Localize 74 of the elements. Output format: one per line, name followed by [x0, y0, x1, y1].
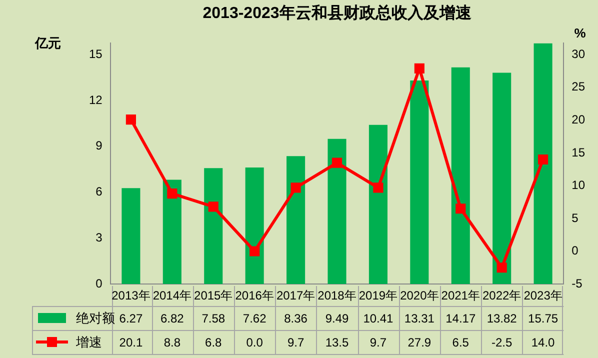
x-tick-label: 2023年 [524, 288, 562, 302]
data-label: 13.82 [486, 311, 518, 326]
y2-tick-label: 25 [572, 80, 586, 94]
point [496, 262, 507, 273]
bar [492, 72, 512, 284]
data-label: 9.49 [325, 311, 349, 326]
data-label: 6.82 [160, 311, 184, 326]
y2-tick-label: 5 [572, 210, 579, 225]
data-label: 10.41 [363, 311, 394, 326]
data-label: 9.7 [287, 335, 304, 350]
x-tick-label: 2020年 [400, 288, 439, 302]
point [456, 204, 466, 214]
point [167, 188, 178, 199]
point [414, 63, 424, 74]
data-label: 7.62 [242, 311, 267, 326]
bar [451, 67, 470, 284]
x-tick-label: 2016年 [235, 288, 274, 302]
data-label: 14.0 [531, 335, 556, 350]
y2-tick-label: 20 [572, 112, 586, 127]
y2-tick-label: -5 [572, 276, 583, 290]
y-tick-label: 6 [96, 184, 103, 199]
chart-title: 2013-2023年云和县财政总收入及增速 [202, 4, 472, 22]
bar [368, 124, 388, 284]
data-label: 0.0 [246, 335, 264, 350]
bar [328, 138, 346, 284]
data-label: 13.31 [404, 311, 435, 326]
data-label: 8.36 [284, 311, 308, 326]
y2-tick-label: 30 [572, 46, 586, 61]
data-label: 13.5 [325, 335, 349, 350]
point [332, 158, 342, 168]
y2-axis-title: % [574, 26, 586, 41]
point [290, 182, 301, 193]
data-label: 6.8 [205, 335, 222, 350]
bar [410, 80, 429, 284]
point [373, 182, 384, 193]
y-tick-label: 0 [96, 276, 103, 290]
x-tick-label: 2013年 [112, 288, 150, 302]
bar [204, 168, 223, 284]
y2-tick-label: 10 [572, 178, 586, 192]
point [126, 114, 136, 125]
data-label: 8.8 [164, 335, 181, 350]
point [538, 154, 548, 165]
bar [162, 180, 182, 284]
bar [534, 43, 552, 284]
data-label: 6.5 [452, 335, 470, 350]
x-tick-label: 2015年 [194, 288, 233, 302]
x-tick-label: 2017年 [276, 288, 316, 302]
x-tick-label: 2021年 [441, 288, 480, 302]
data-label: 6.27 [119, 311, 143, 326]
data-label: -2.5 [491, 335, 512, 350]
data-label: 9.7 [370, 335, 387, 350]
x-tick-label: 2022年 [482, 288, 522, 302]
x-tick-label: 2018年 [318, 288, 356, 302]
legend-label: 增速 [75, 334, 102, 350]
bar [245, 168, 264, 284]
y-tick-label: 12 [88, 92, 103, 107]
point [208, 202, 218, 212]
x-tick-label: 2019年 [358, 288, 398, 302]
data-label: 14.17 [446, 311, 476, 326]
y-axis-title: 亿元 [34, 36, 61, 51]
y-tick-label: 15 [88, 46, 103, 61]
legend-label: 绝对额 [76, 310, 115, 326]
data-label: 7.58 [202, 311, 226, 326]
data-label: 27.9 [408, 335, 432, 350]
y-tick-label: 3 [96, 230, 103, 244]
y2-tick-label: 15 [572, 145, 586, 160]
y2-tick-label: 0 [572, 244, 579, 258]
data-label: 20.1 [119, 335, 143, 350]
bar [286, 156, 306, 284]
point [250, 246, 260, 256]
data-label: 15.75 [528, 311, 558, 326]
y-tick-label: 9 [96, 138, 103, 153]
bar [122, 188, 140, 284]
x-tick-label: 2014年 [152, 288, 192, 302]
